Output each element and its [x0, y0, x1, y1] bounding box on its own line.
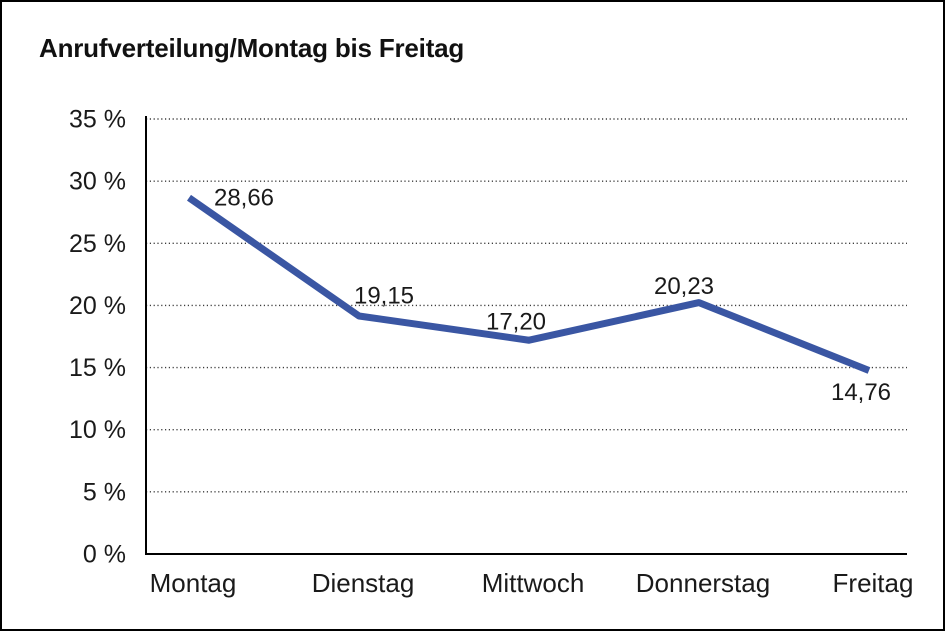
y-tick-label: 10 % [69, 416, 126, 444]
y-tick-label: 35 % [69, 106, 126, 134]
y-tick-label: 0 % [83, 541, 126, 569]
y-tick-label: 5 % [83, 478, 126, 506]
x-category-label: Mittwoch [482, 568, 585, 598]
data-point-label: 17,20 [486, 309, 546, 336]
data-point-label: 14,76 [831, 379, 891, 406]
x-category-label: Dienstag [312, 568, 415, 598]
chart-title: Anrufverteilung/Montag bis Freitag [39, 33, 465, 63]
x-category-label: Freitag [833, 568, 914, 598]
data-point-label: 28,66 [214, 184, 274, 211]
series-line [187, 194, 871, 374]
x-category-label: Donnerstag [636, 568, 770, 598]
y-tick-label: 15 % [69, 354, 126, 382]
y-tick-label: 25 % [69, 230, 126, 258]
x-category-label: Montag [150, 568, 237, 598]
y-tick-label: 30 % [69, 168, 126, 196]
y-tick-label: 20 % [69, 292, 126, 320]
data-point-label: 19,15 [354, 282, 414, 309]
data-point-label: 20,23 [654, 273, 714, 300]
